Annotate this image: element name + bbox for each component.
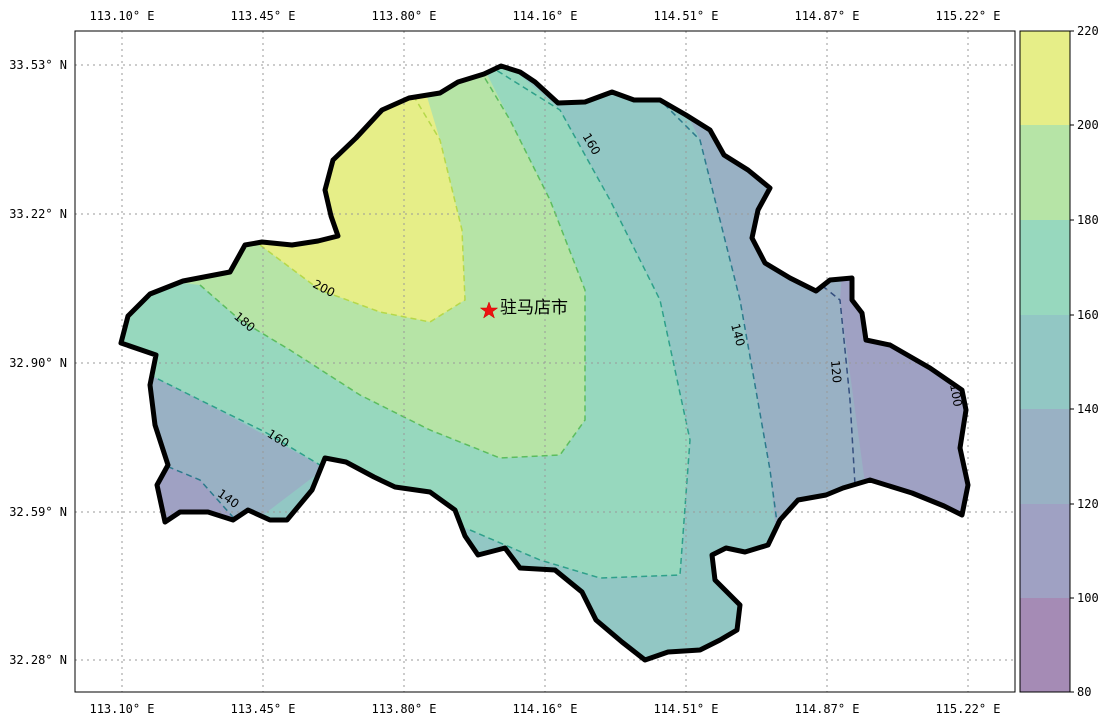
contour-line-200 <box>259 89 466 323</box>
colorbar-bin-180-200 <box>1020 125 1070 220</box>
colorbar-label-180: 180 <box>1077 213 1099 227</box>
bottom-tick-115.22: 115.22° E <box>935 702 1000 716</box>
bottom-tick-114.16: 114.16° E <box>512 702 577 716</box>
top-lon-ticks: 113.10° E 113.45° E 113.80° E 114.16° E … <box>89 9 1000 23</box>
contour-label-120: 120 <box>828 360 844 384</box>
graticule <box>75 31 1015 692</box>
bottom-tick-113.10: 113.10° E <box>89 702 154 716</box>
colorbar-label-140: 140 <box>1077 402 1099 416</box>
colorbar-bin-140-160 <box>1020 315 1070 409</box>
lat-tick-32.90: 32.90° N <box>9 356 67 370</box>
contour-label-140-right: 140 <box>728 322 747 348</box>
bottom-tick-113.80: 113.80° E <box>371 702 436 716</box>
top-tick-114.87: 114.87° E <box>794 9 859 23</box>
colorbar-bin-120-140 <box>1020 409 1070 504</box>
left-lat-ticks: 33.53° N 33.22° N 32.90° N 32.59° N 32.2… <box>9 58 67 667</box>
colorbar-bin-100-120 <box>1020 504 1070 598</box>
bottom-tick-113.45: 113.45° E <box>230 702 295 716</box>
top-tick-113.80: 113.80° E <box>371 9 436 23</box>
colorbar-label-220: 220 <box>1077 24 1099 38</box>
colorbar-label-160: 160 <box>1077 308 1099 322</box>
contour-line-140 <box>649 89 781 546</box>
contour-line-160-main <box>469 66 691 579</box>
bottom-tick-114.87: 114.87° E <box>794 702 859 716</box>
colorbar-label-80: 80 <box>1077 685 1091 699</box>
colorbar-label-200: 200 <box>1077 118 1099 132</box>
colorbar-bin-80-100 <box>1020 598 1070 692</box>
bottom-lon-ticks: 113.10° E 113.45° E 113.80° E 114.16° E … <box>89 702 1000 716</box>
plot-frame <box>74 30 1016 693</box>
colorbar-label-120: 120 <box>1077 497 1099 511</box>
top-tick-113.45: 113.45° E <box>230 9 295 23</box>
lat-tick-33.53: 33.53° N <box>9 58 67 72</box>
bottom-tick-114.51: 114.51° E <box>653 702 718 716</box>
city-star-icon <box>479 301 499 319</box>
contour-line-120 <box>814 279 856 486</box>
colorbar: 80 100 120 140 160 180 200 220 <box>1019 24 1099 699</box>
top-tick-115.22: 115.22° E <box>935 9 1000 23</box>
contour-label-100: 100 <box>947 383 965 408</box>
contour-line-180 <box>199 69 586 459</box>
top-tick-114.51: 114.51° E <box>653 9 718 23</box>
lat-tick-33.22: 33.22° N <box>9 207 67 221</box>
colorbar-bin-200-220 <box>1020 31 1070 125</box>
city-label: 驻马店市 <box>500 298 568 318</box>
contour-line-160-left <box>139 369 326 469</box>
colorbar-bin-160-180 <box>1020 220 1070 315</box>
top-tick-114.16: 114.16° E <box>512 9 577 23</box>
lat-tick-32.28: 32.28° N <box>9 653 67 667</box>
colorbar-frame <box>1019 30 1071 693</box>
top-tick-113.10: 113.10° E <box>89 9 154 23</box>
lat-tick-32.59: 32.59° N <box>9 505 67 519</box>
contour-lines <box>139 66 856 579</box>
colorbar-label-100: 100 <box>1077 591 1099 605</box>
